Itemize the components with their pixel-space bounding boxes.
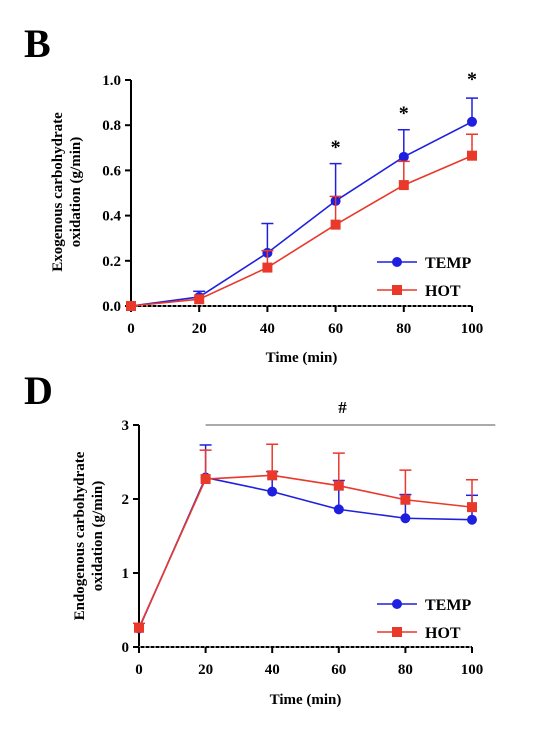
panel-b-significance-star: * xyxy=(331,136,341,158)
panel-b-significance-star: * xyxy=(467,68,477,90)
panel-b-line-temp xyxy=(130,121,473,307)
panel-d-point-hot xyxy=(333,480,344,491)
panel-b-x-tick-label: 40 xyxy=(260,321,275,337)
panel-d-significance-hash: # xyxy=(338,398,347,417)
panel-b-legend-marker-hot xyxy=(392,285,402,295)
panel-d-y-axis-title: Endogenous carbohydrate oxidation (g/min) xyxy=(72,451,106,620)
panel-b-x-tick-label: 0 xyxy=(127,321,135,337)
panel-d-point-temp xyxy=(400,513,411,524)
panel-b-point-temp xyxy=(467,116,477,127)
panel-b-legend: TEMP HOT xyxy=(377,255,471,300)
panel-d-legend-marker-hot xyxy=(392,627,402,637)
panel-b-plot: 0.0 0.2 0.4 0.6 0.8 1.0 0 20 40 60 80 100 Time (min)… xyxy=(50,68,483,366)
panel-d-point-temp xyxy=(333,504,344,515)
panel-b-significance-star: * xyxy=(399,102,409,124)
panel-d-x-tick-label: 20 xyxy=(198,662,213,678)
panel-b-x-tick-label: 60 xyxy=(328,321,343,337)
panel-d-x-tick-label: 40 xyxy=(265,662,280,678)
panel-b-x-tick-label: 100 xyxy=(461,321,484,337)
panel-b-point-hot xyxy=(467,150,477,161)
panel-b-point-hot xyxy=(262,262,273,273)
panel-b-point-temp xyxy=(398,151,409,162)
panel-d-line-temp xyxy=(138,476,473,629)
panel-d-legend-marker-temp xyxy=(392,599,402,609)
panel-b-y-axis-title-line: oxidation (g/min) xyxy=(68,137,84,247)
panel-d-x-tick-label: 100 xyxy=(461,662,484,678)
panel-b-legend-label-hot: HOT xyxy=(425,283,461,300)
panel-d-plot: 0 1 2 3 0 20 40 60 80 100 Time (min) Endogenous car… xyxy=(72,398,496,708)
panel-b-legend-marker-temp xyxy=(392,257,402,267)
panel-b-y-tick-label: 0.8 xyxy=(102,118,121,134)
panel-d-y-axis-title-line: oxidation (g/min) xyxy=(90,481,106,591)
panel-b-series-temp xyxy=(126,97,478,311)
panel-b-point-hot xyxy=(194,294,205,305)
panel-d-y-tick-label: 3 xyxy=(122,418,130,434)
panel-b: B 0.0 0.2 0.4 0.6 0.8 1.0 0 20 40 60 80 100 Time (mi… xyxy=(24,21,483,366)
panel-d-point-temp xyxy=(267,486,278,497)
panel-d-y-tick-label: 0 xyxy=(122,640,130,656)
panel-b-x-axis-title: Time (min) xyxy=(266,350,338,366)
panel-b-y-tick-label: 1.0 xyxy=(102,73,121,89)
panel-d-legend-label-temp: TEMP xyxy=(425,597,471,614)
panel-d-point-hot xyxy=(467,502,477,513)
panel-b-y-axis-title: Exogenous carbohydrate oxidation (g/min) xyxy=(50,112,84,272)
panel-d-point-hot xyxy=(267,470,278,481)
panel-d-point-temp xyxy=(467,514,477,525)
panel-b-y-tick-label: 0.4 xyxy=(102,209,121,225)
panel-d-y-axis-title-line: Endogenous carbohydrate xyxy=(72,451,88,620)
panel-d: D 0 1 2 3 0 20 40 60 80 100 Time (min) Endogenous c… xyxy=(24,368,496,708)
panel-d-point-hot xyxy=(400,494,411,505)
panel-d-x-tick-label: 80 xyxy=(398,662,413,678)
panel-d-y-tick-label: 2 xyxy=(122,492,130,508)
panel-b-line-hot xyxy=(130,154,473,307)
panel-d-x-tick-label: 0 xyxy=(135,662,143,678)
panel-b-point-hot xyxy=(126,301,136,311)
panel-d-label: D xyxy=(24,368,53,413)
panel-d-point-hot xyxy=(200,474,211,485)
panel-b-legend-label-temp: TEMP xyxy=(425,255,471,272)
panel-b-x-tick-label: 80 xyxy=(396,321,411,337)
panel-d-series-hot xyxy=(133,443,478,633)
panel-d-y-tick-label: 1 xyxy=(122,566,130,582)
panel-b-y-axis-title-line: Exogenous carbohydrate xyxy=(50,112,66,272)
panel-b-y-tick-label: 0.2 xyxy=(102,254,121,270)
panel-b-series-hot xyxy=(126,133,478,311)
panel-d-legend: TEMP HOT xyxy=(377,597,471,642)
panel-b-label: B xyxy=(24,21,51,66)
panel-b-point-hot xyxy=(330,219,341,230)
panel-b-y-tick-label: 0.6 xyxy=(102,163,121,179)
panel-b-x-tick-label: 20 xyxy=(192,321,207,337)
panel-b-point-hot xyxy=(398,180,409,191)
panel-d-x-tick-label: 60 xyxy=(331,662,346,678)
panel-d-point-hot xyxy=(134,622,144,633)
panel-d-legend-label-hot: HOT xyxy=(425,625,461,642)
panel-d-line-hot xyxy=(138,474,473,629)
panel-d-x-axis-title: Time (min) xyxy=(270,692,342,708)
panel-b-y-tick-label: 0.0 xyxy=(102,299,121,315)
